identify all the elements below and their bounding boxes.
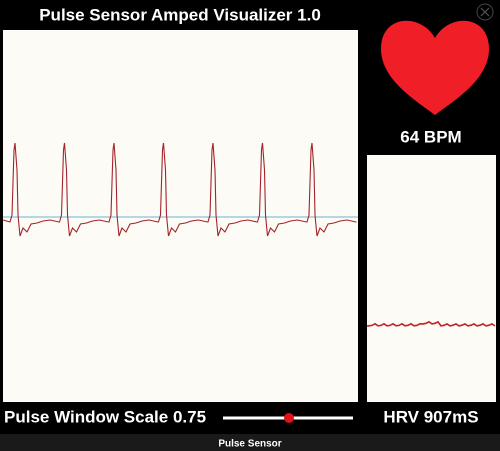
scale-label: Pulse Window Scale 0.75 xyxy=(4,407,206,426)
hrv-trace xyxy=(366,320,496,327)
footer-label: Pulse Sensor xyxy=(218,439,281,450)
bpm-readout: 64 BPM xyxy=(400,127,461,146)
close-button[interactable] xyxy=(476,3,494,21)
pulse-window xyxy=(3,30,358,402)
window-title: Pulse Sensor Amped Visualizer 1.0 xyxy=(39,5,321,24)
heart xyxy=(380,20,490,115)
footer-bar xyxy=(0,434,500,451)
scale-slider-knob[interactable] xyxy=(284,413,294,423)
close-icon xyxy=(480,7,490,17)
pulse-waveform xyxy=(2,142,357,237)
hrv-window xyxy=(367,155,496,402)
hrv-readout: HRV 907mS xyxy=(383,407,478,426)
